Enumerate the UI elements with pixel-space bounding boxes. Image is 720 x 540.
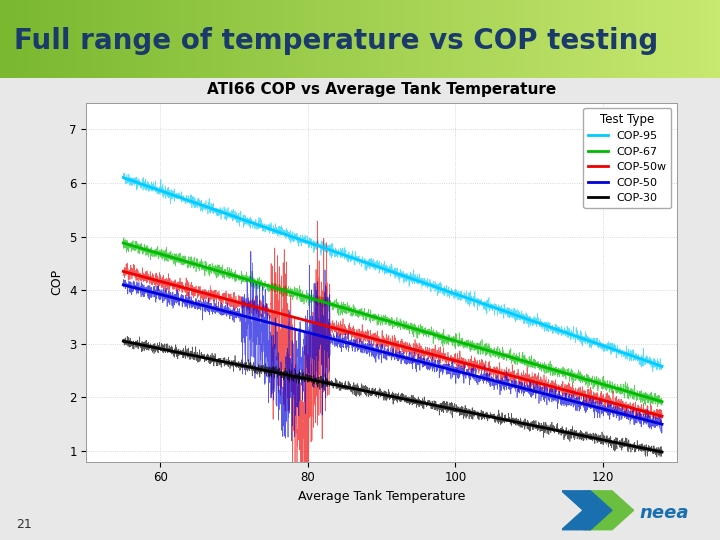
Y-axis label: COP: COP — [50, 269, 63, 295]
Text: 21: 21 — [16, 518, 32, 531]
Text: Full range of temperature vs COP testing: Full range of temperature vs COP testing — [14, 26, 659, 55]
Title: ATI66 COP vs Average Tank Temperature: ATI66 COP vs Average Tank Temperature — [207, 82, 557, 97]
Polygon shape — [583, 491, 634, 530]
Legend: COP-95, COP-67, COP-50w, COP-50, COP-30: COP-95, COP-67, COP-50w, COP-50, COP-30 — [583, 108, 671, 208]
Polygon shape — [562, 491, 612, 530]
Text: neea: neea — [639, 504, 689, 522]
X-axis label: Average Tank Temperature: Average Tank Temperature — [298, 490, 465, 503]
